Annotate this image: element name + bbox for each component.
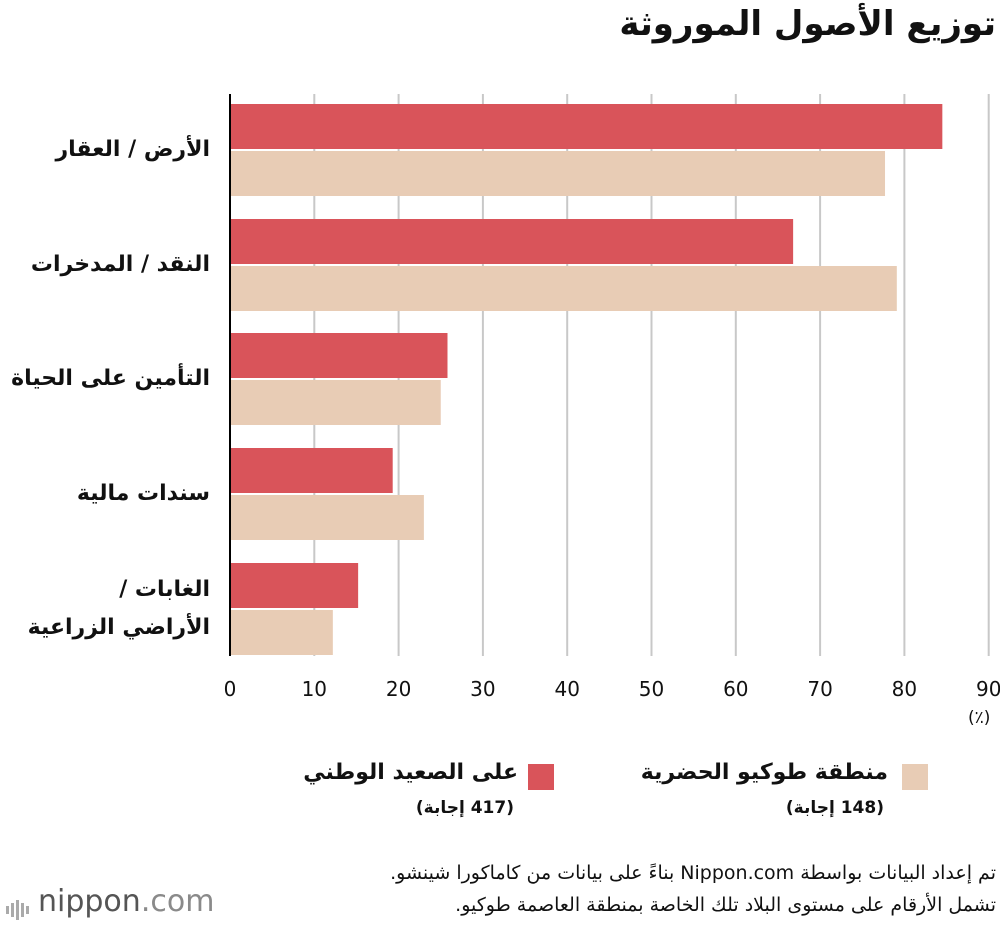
bar-tokyo	[230, 380, 441, 425]
logo-name: nippon	[38, 884, 141, 919]
bar-tokyo	[230, 610, 333, 655]
x-tick-label: 80	[892, 677, 917, 700]
category-label: التأمين على الحياة	[0, 360, 210, 398]
category-label: سندات مالية	[0, 475, 210, 513]
bar-national	[230, 333, 448, 378]
x-tick-label: 90	[976, 677, 1000, 700]
x-tick-label: 60	[723, 677, 748, 700]
x-tick-label: 50	[639, 677, 664, 700]
bar-chart: 0 10 20 30 40 50 60 70 80 90	[224, 94, 1000, 700]
bar-tokyo	[230, 495, 424, 540]
category-label-line: الأرض / العقار	[55, 137, 210, 162]
x-tick-label: 10	[302, 677, 327, 700]
source-note: تم إعداد البيانات بواسطة Nippon.com بناء…	[390, 862, 996, 884]
bar-national	[230, 104, 943, 149]
x-tick-label: 0	[224, 677, 237, 700]
x-tick-label: 70	[807, 677, 832, 700]
bar-national	[230, 563, 359, 608]
x-tick-label: 30	[470, 677, 495, 700]
x-tick-label: 40	[554, 677, 579, 700]
bar-national	[230, 219, 794, 264]
category-label-line: الغابات /	[119, 577, 210, 602]
bar-tokyo	[230, 151, 886, 196]
legend-count-national: (417 إجابة)	[415, 798, 514, 818]
legend: على الصعيد الوطني (417 إجابة) منطقة طوكي…	[0, 760, 1000, 830]
nippon-logo: nippon.com	[6, 884, 215, 920]
category-label-line: الأراضي الزراعية	[27, 615, 210, 640]
logo-mark-icon	[6, 892, 32, 920]
legend-count-tokyo: (148 إجابة)	[785, 798, 884, 818]
legend-label-national: على الصعيد الوطني	[303, 760, 518, 785]
category-label-line: سندات مالية	[76, 481, 210, 506]
bar-national	[230, 448, 393, 493]
category-label-line: التأمين على الحياة	[11, 366, 210, 391]
legend-swatch-tokyo	[902, 764, 928, 790]
legend-label-tokyo: منطقة طوكيو الحضرية	[640, 760, 888, 785]
bar-tokyo	[230, 266, 897, 311]
x-tick-label: 20	[386, 677, 411, 700]
unit-label: (٪)	[968, 708, 991, 728]
category-label: النقد / المدخرات	[0, 246, 210, 284]
category-label: الأرض / العقار	[0, 131, 210, 169]
scope-note: تشمل الأرقام على مستوى البلاد تلك الخاصة…	[455, 894, 996, 916]
chart-title: توزيع الأصول الموروثة	[619, 4, 996, 44]
category-label-line: النقد / المدخرات	[30, 252, 210, 277]
category-label: الغابات / الأراضي الزراعية	[0, 571, 210, 647]
logo-suffix: .com	[140, 884, 215, 919]
legend-swatch-national	[528, 764, 554, 790]
